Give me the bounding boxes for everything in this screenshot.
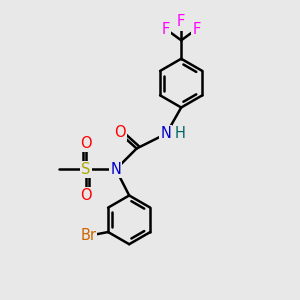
Text: Br: Br <box>80 228 96 243</box>
Text: O: O <box>80 136 92 151</box>
Text: H: H <box>175 126 185 141</box>
Text: N: N <box>160 126 171 141</box>
Text: O: O <box>115 125 126 140</box>
Text: F: F <box>177 14 185 29</box>
Text: N: N <box>110 162 121 177</box>
Text: F: F <box>162 22 170 37</box>
Text: S: S <box>81 162 91 177</box>
Text: O: O <box>80 188 92 203</box>
Text: F: F <box>193 22 201 37</box>
